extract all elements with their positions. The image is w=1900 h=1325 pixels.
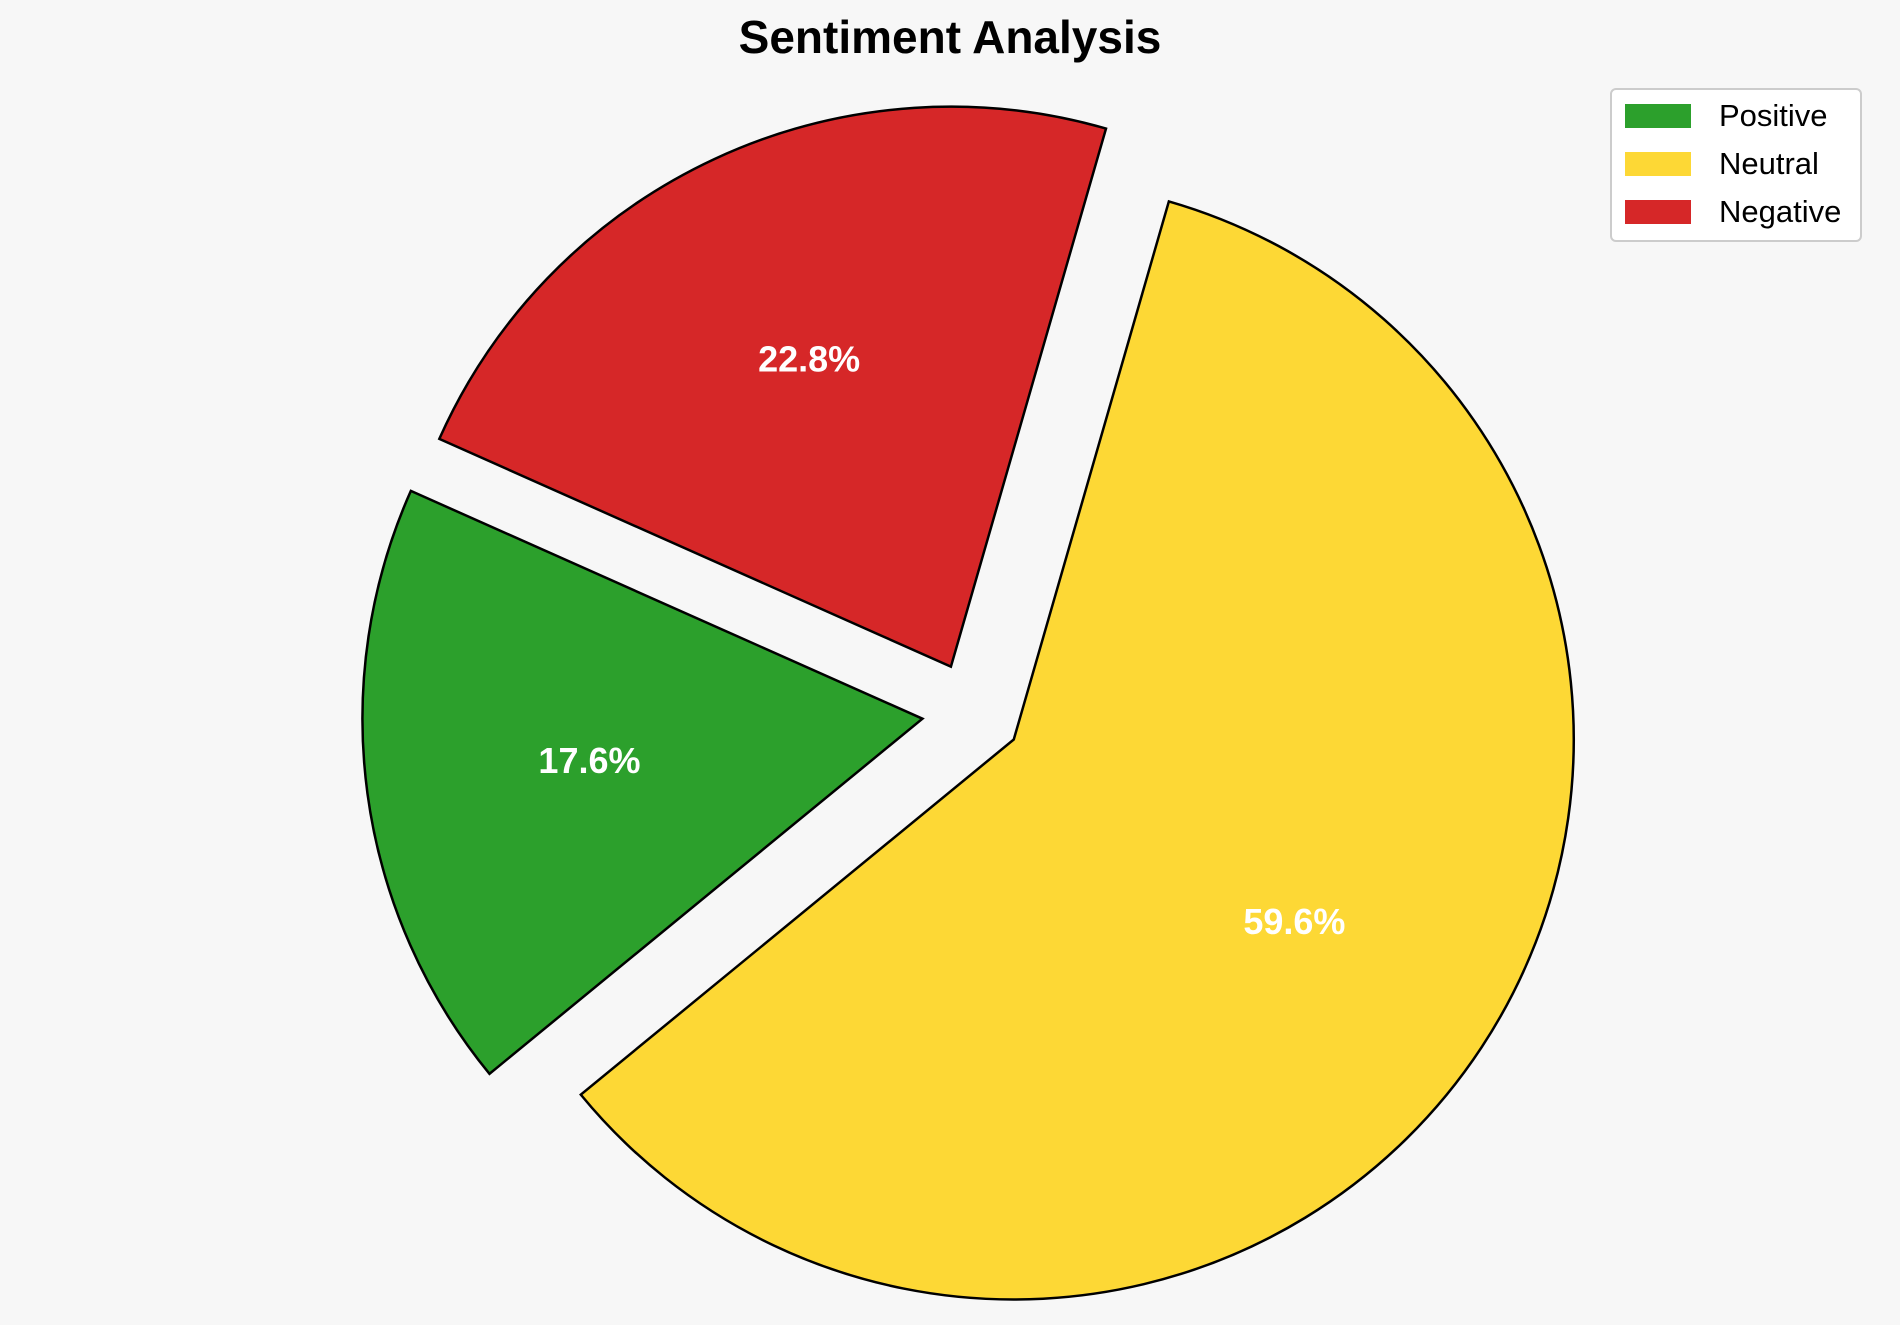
slice-label-neutral: 59.6% <box>1243 901 1345 942</box>
legend-swatch-negative <box>1625 200 1691 224</box>
legend-swatch-positive <box>1625 104 1691 128</box>
legend-item-negative: Negative <box>1625 194 1841 230</box>
pie-slice-neutral <box>579 199 1576 1301</box>
legend-label-neutral: Neutral <box>1719 146 1819 181</box>
chart-title: Sentiment Analysis <box>738 11 1162 63</box>
legend: Positive Neutral Negative <box>1610 88 1862 242</box>
pie-slice-negative <box>437 105 1108 669</box>
legend-label-negative: Negative <box>1719 194 1842 229</box>
legend-item-positive: Positive <box>1625 98 1828 134</box>
slice-label-positive: 17.6% <box>538 740 640 781</box>
legend-swatch-neutral <box>1625 152 1691 176</box>
pie-slice-positive <box>361 489 925 1076</box>
legend-item-neutral: Neutral <box>1625 146 1819 182</box>
slice-label-negative: 22.8% <box>758 339 860 380</box>
legend-label-positive: Positive <box>1719 98 1828 133</box>
